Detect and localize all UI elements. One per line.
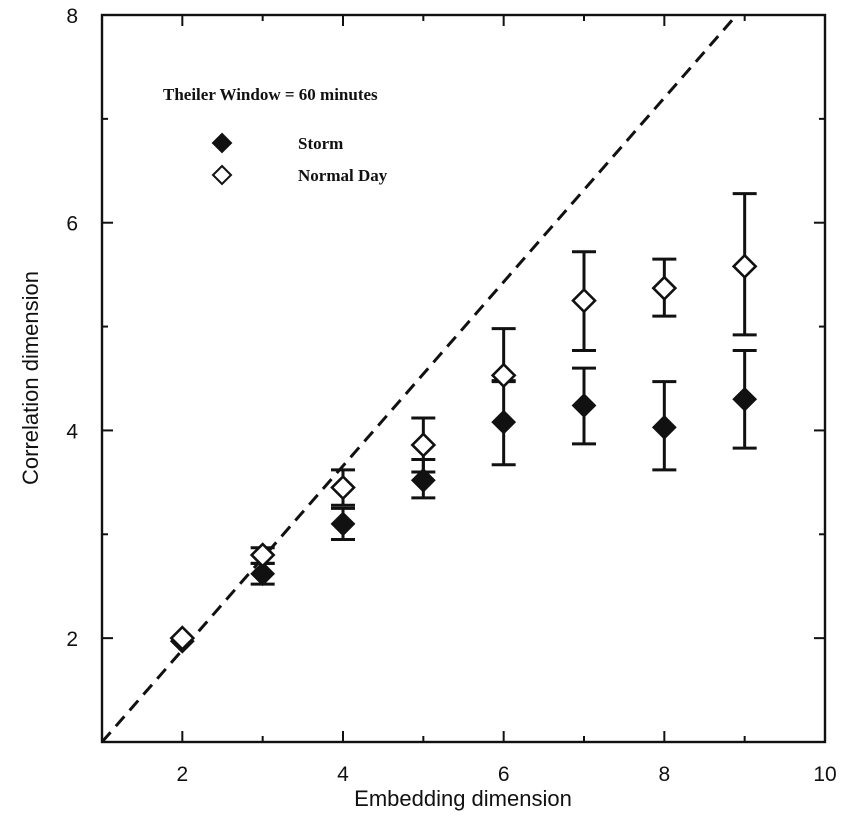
legend: Storm Normal Day — [211, 132, 388, 186]
point-storm — [410, 467, 436, 493]
x-axis-label: Embedding dimension — [354, 786, 572, 811]
point-storm — [571, 393, 597, 418]
point-storm — [330, 511, 356, 537]
point-normal-day — [410, 432, 437, 458]
legend-marker-normal-day — [211, 164, 233, 186]
x-tick-label: 2 — [176, 763, 188, 786]
point-storm — [250, 561, 276, 587]
error-bars-group — [250, 192, 757, 586]
axis-ticks-group: 2 4 6 8 10 2 4 6 8 — [66, 5, 836, 786]
x-tick-label: 4 — [337, 763, 349, 786]
x-tick-label: 10 — [813, 763, 836, 786]
point-storm — [732, 386, 758, 412]
annotation-theiler-window: Theiler Window = 60 minutes — [163, 85, 378, 104]
point-normal-day — [330, 474, 356, 501]
point-normal-day — [490, 362, 517, 389]
point-normal-day — [731, 253, 758, 280]
legend-label-storm: Storm — [298, 134, 343, 153]
point-storm — [491, 409, 517, 435]
point-normal-day — [651, 275, 678, 301]
point-normal-day — [169, 625, 196, 651]
point-normal-day — [249, 542, 276, 568]
point-normal-day — [571, 287, 597, 314]
y-tick-label: 2 — [66, 628, 78, 651]
reference-line-dashed — [100, 14, 738, 743]
point-storm — [651, 414, 677, 440]
reference-line-group — [100, 14, 738, 743]
y-tick-label: 6 — [66, 213, 78, 236]
plot-frame — [100, 13, 827, 744]
y-axis-label: Correlation dimension — [18, 271, 43, 485]
legend-marker-storm — [211, 132, 233, 154]
x-tick-label: 6 — [498, 763, 510, 786]
y-tick-label: 8 — [66, 5, 78, 28]
x-tick-label: 8 — [658, 763, 670, 786]
y-tick-label: 4 — [66, 420, 78, 443]
legend-label-normal-day: Normal Day — [298, 166, 388, 185]
data-points-group — [169, 253, 758, 654]
